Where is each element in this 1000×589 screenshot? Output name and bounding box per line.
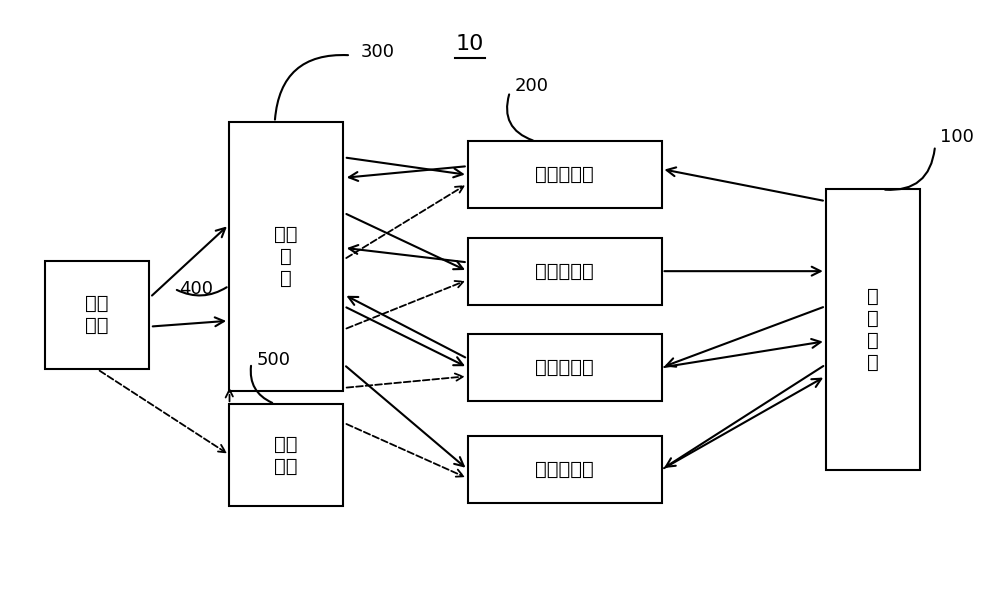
Text: 通信
网关: 通信 网关 (86, 294, 109, 335)
Text: 注册
中
心: 注册 中 心 (274, 225, 298, 288)
FancyBboxPatch shape (468, 334, 662, 401)
Text: 管
理
后
台: 管 理 后 台 (867, 287, 879, 372)
Text: 10: 10 (456, 34, 484, 54)
Text: 微服务单元: 微服务单元 (535, 358, 594, 377)
Text: 微服务单元: 微服务单元 (535, 262, 594, 281)
Text: 300: 300 (361, 44, 395, 61)
Text: 微服务单元: 微服务单元 (535, 460, 594, 479)
Text: 微服务单元: 微服务单元 (535, 166, 594, 184)
FancyBboxPatch shape (468, 436, 662, 503)
Text: 400: 400 (179, 280, 213, 297)
FancyBboxPatch shape (229, 123, 343, 391)
FancyBboxPatch shape (468, 141, 662, 209)
Text: 500: 500 (256, 351, 290, 369)
Text: 100: 100 (940, 128, 974, 146)
FancyBboxPatch shape (468, 237, 662, 305)
FancyBboxPatch shape (45, 261, 149, 369)
FancyBboxPatch shape (229, 404, 343, 506)
Text: 200: 200 (515, 77, 549, 95)
FancyBboxPatch shape (826, 190, 920, 469)
Text: 监控
中心: 监控 中心 (274, 435, 298, 475)
